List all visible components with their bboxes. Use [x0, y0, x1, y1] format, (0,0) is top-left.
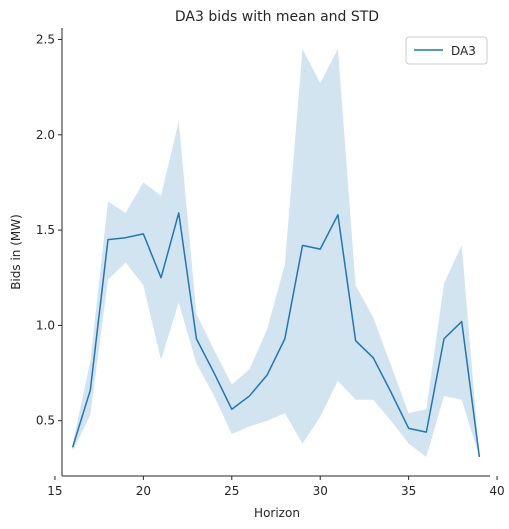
y-tick-label: 1.5	[36, 223, 55, 237]
plot-area	[71, 48, 481, 458]
y-tick-label: 2.5	[36, 32, 55, 46]
x-tick-label: 25	[224, 484, 239, 498]
y-axis-title: Bids in (MW)	[9, 214, 23, 290]
x-tick-label: 30	[313, 484, 328, 498]
y-tick-label: 2.0	[36, 128, 55, 142]
legend-label: DA3	[451, 44, 476, 58]
legend-frame	[405, 36, 488, 65]
x-axis-ticks: 15 20 25 30 35 40	[47, 476, 505, 498]
legend: DA3	[405, 36, 488, 65]
x-axis-title: Horizon	[254, 506, 300, 520]
mean-line-0	[71, 212, 481, 458]
chart-title: DA3 bids with mean and STD	[175, 9, 379, 25]
x-tick-label: 40	[489, 484, 504, 498]
y-tick-label: 1.0	[36, 318, 55, 332]
x-tick-label: 35	[401, 484, 416, 498]
y-tick-label: 0.5	[36, 414, 55, 428]
std-band-0	[72, 48, 480, 457]
y-axis-ticks: 0.5 1.0 1.5 2.0 2.5	[36, 32, 62, 428]
x-tick-label: 15	[47, 484, 62, 498]
x-tick-label: 20	[136, 484, 151, 498]
